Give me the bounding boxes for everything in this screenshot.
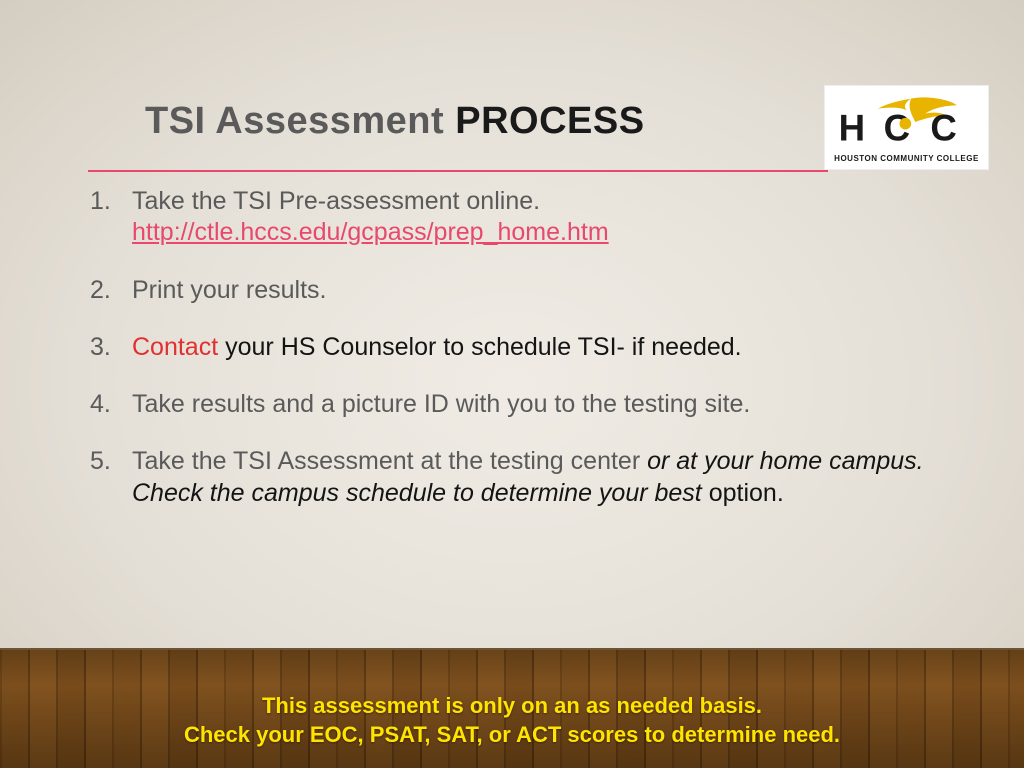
list-text-tail: option. [709,479,784,507]
list-text: Print your results. [132,276,327,304]
list-text: your HS Counselor to schedule TSI- if ne… [218,333,741,361]
hcc-logo: H C C HOUSTON COMMUNITY COLLEGE [824,85,989,170]
list-item: Print your results. [90,275,964,306]
footer-line1: This assessment is only on an as needed … [0,691,1024,721]
title-part1: TSI Assessment [145,100,455,142]
list-item: Take the TSI Pre-assessment online. http… [90,186,964,249]
slide-title: TSI Assessment PROCESS [145,100,645,143]
svg-text:C: C [930,107,956,148]
pre-assessment-link[interactable]: http://ctle.hccs.edu/gcpass/prep_home.ht… [132,218,609,246]
list-item: Take results and a picture ID with you t… [90,389,964,420]
footer-line2: Check your EOC, PSAT, SAT, or ACT scores… [0,720,1024,750]
list-text: Take the TSI Assessment at the testing c… [132,447,647,475]
list-item: Take the TSI Assessment at the testing c… [90,446,964,509]
list-item: Contact your HS Counselor to schedule TS… [90,332,964,363]
svg-text:H: H [838,107,864,148]
logo-subtitle: HOUSTON COMMUNITY COLLEGE [834,154,979,163]
footer-note: This assessment is only on an as needed … [0,691,1024,750]
title-part2: PROCESS [455,100,644,142]
title-underline [88,170,828,172]
slide: H C C HOUSTON COMMUNITY COLLEGE TSI Asse… [0,0,1024,768]
process-list: Take the TSI Pre-assessment online. http… [90,186,964,535]
list-text: Take results and a picture ID with you t… [132,390,750,418]
list-text: Take the TSI Pre-assessment online. [132,187,540,215]
contact-word: Contact [132,333,218,361]
hcc-logo-svg: H C C [832,92,982,152]
